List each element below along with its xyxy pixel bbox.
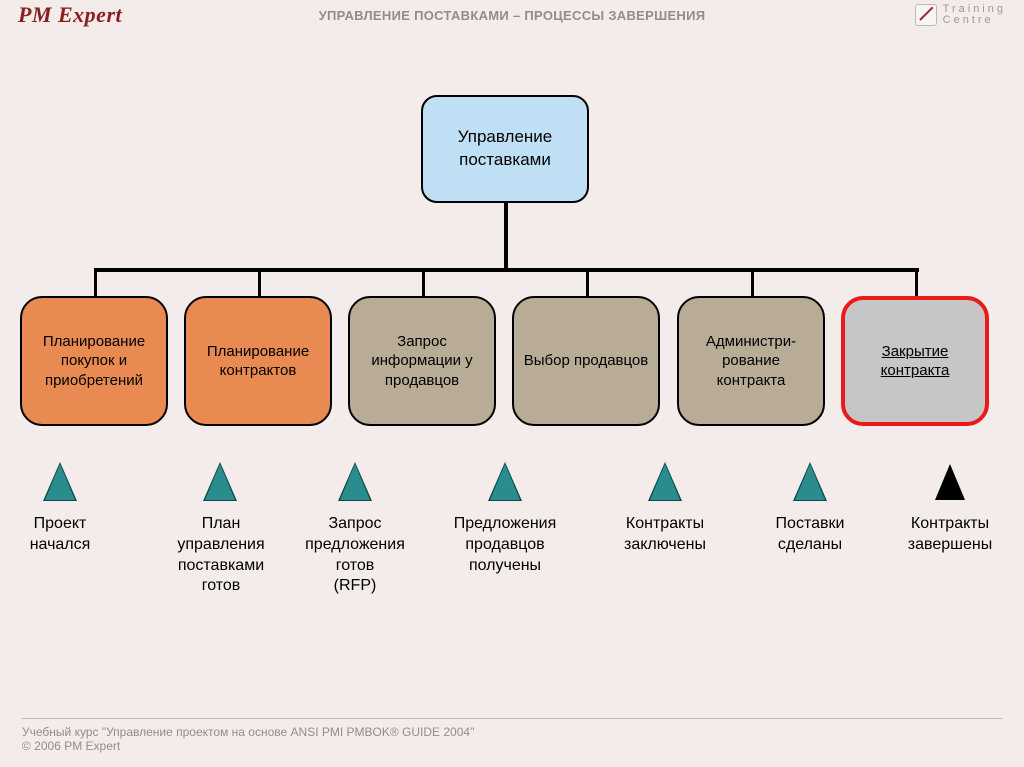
milestone-marker-4 xyxy=(650,464,680,500)
training-centre-logo: Training Centre xyxy=(915,4,1006,26)
milestone-label-1: Плануправленияпоставкамиготов xyxy=(156,514,286,597)
root-node: Управлениепоставками xyxy=(421,95,589,203)
footer-rule xyxy=(22,718,1002,719)
milestone-label-3: Предложенияпродавцовполучены xyxy=(430,514,580,576)
connector xyxy=(94,268,97,296)
milestone-label-0: Проектначался xyxy=(10,514,110,556)
child-node-2: Запрос информации у продавцов xyxy=(348,296,496,426)
milestone-marker-2 xyxy=(340,464,370,500)
milestone-marker-3 xyxy=(490,464,520,500)
child-node-5: Закрытие контракта xyxy=(841,296,989,426)
footer-line-1: Учебный курс "Управление проектом на осн… xyxy=(22,725,1002,739)
milestone-marker-6 xyxy=(935,464,965,500)
child-node-0: Планирование покупок и приобретений xyxy=(20,296,168,426)
milestone-label-2: Запроспредложенияготов(RFP) xyxy=(290,514,420,597)
brand: PM Expert xyxy=(18,2,122,28)
diagram: Управлениепоставками Планирование покупок… xyxy=(0,30,1024,710)
milestone-marker-5 xyxy=(795,464,825,500)
connector xyxy=(915,268,918,296)
milestone-marker-0 xyxy=(45,464,75,500)
child-node-3: Выбор продавцов xyxy=(512,296,660,426)
footer: Учебный курс "Управление проектом на осн… xyxy=(0,710,1024,767)
milestone-label-5: Поставкисделаны xyxy=(745,514,875,556)
connector xyxy=(422,268,425,296)
connector xyxy=(751,268,754,296)
milestone-label-4: Контрактызаключены xyxy=(600,514,730,556)
slide-title: УПРАВЛЕНИЕ ПОСТАВКАМИ – ПРОЦЕССЫ ЗАВЕРШЕ… xyxy=(0,8,1024,23)
milestone-label-6: Контрактызавершены xyxy=(880,514,1020,556)
connector xyxy=(95,268,919,272)
milestone-marker-1 xyxy=(205,464,235,500)
child-node-1: Планирование контрактов xyxy=(184,296,332,426)
logo-icon xyxy=(915,4,937,26)
child-node-4: Администри-рование контракта xyxy=(677,296,825,426)
footer-line-2: © 2006 PM Expert xyxy=(22,739,1002,753)
connector xyxy=(504,203,508,268)
connector xyxy=(258,268,261,296)
header: PM Expert УПРАВЛЕНИЕ ПОСТАВКАМИ – ПРОЦЕС… xyxy=(0,0,1024,30)
connector xyxy=(586,268,589,296)
logo-line-2: Centre xyxy=(943,15,1006,26)
